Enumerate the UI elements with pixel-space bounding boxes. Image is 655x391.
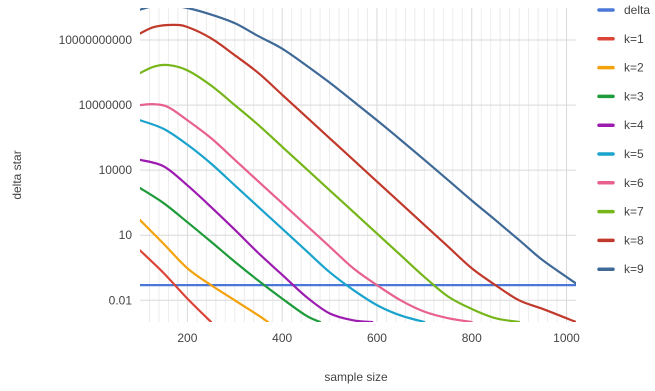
legend-item: k=6 xyxy=(597,176,644,190)
legend-item: k=3 xyxy=(597,89,644,103)
y-tick-label: 10000000 xyxy=(79,98,133,112)
legend-label: k=2 xyxy=(624,61,644,75)
legend: delta k=1 k=2 k=3 k=4 k=5 k=6 k=7 k=8 k=9 xyxy=(597,3,650,276)
legend-item: k=7 xyxy=(597,205,644,219)
series-line-k9 xyxy=(140,8,576,285)
legend-item: delta xyxy=(597,3,650,17)
legend-item: k=5 xyxy=(597,147,644,161)
y-tick-label: 10000000000 xyxy=(59,33,133,47)
legend-label: k=9 xyxy=(624,262,644,276)
x-tick-label: 800 xyxy=(462,331,482,345)
legend-item: k=2 xyxy=(597,61,644,75)
legend-label: k=5 xyxy=(624,147,644,161)
x-axis-ticks: 200 400 600 800 1000 xyxy=(177,331,580,345)
grid xyxy=(140,8,576,322)
y-axis-title: delta star xyxy=(10,150,24,199)
series-line-k4 xyxy=(140,158,374,322)
y-tick-label: 0.01 xyxy=(109,293,133,307)
series-line-k6 xyxy=(140,103,473,322)
y-tick-label: 10 xyxy=(119,228,133,242)
series-line-k8 xyxy=(140,23,576,322)
y-axis-ticks: 0.01 10 10000 10000000 10000000000 xyxy=(59,33,133,307)
legend-label: k=8 xyxy=(624,233,644,247)
x-tick-label: 1000 xyxy=(553,331,580,345)
legend-item: k=1 xyxy=(597,32,644,46)
series-line-k1 xyxy=(140,249,213,322)
series-line-k5 xyxy=(140,119,426,322)
series-line-k2 xyxy=(140,218,270,322)
x-tick-label: 200 xyxy=(177,331,197,345)
y-tick-label: 10000 xyxy=(99,163,133,177)
series-line-k7 xyxy=(140,63,521,322)
legend-item: k=4 xyxy=(597,118,644,132)
legend-item: k=8 xyxy=(597,233,644,247)
legend-label: delta xyxy=(624,3,650,17)
x-tick-label: 600 xyxy=(367,331,387,345)
series-line-k3 xyxy=(140,186,322,322)
legend-label: k=4 xyxy=(624,118,644,132)
legend-label: k=3 xyxy=(624,89,644,103)
series-lines xyxy=(140,8,576,322)
legend-label: k=7 xyxy=(624,205,644,219)
legend-label: k=1 xyxy=(624,32,644,46)
legend-label: k=6 xyxy=(624,176,644,190)
legend-item: k=9 xyxy=(597,262,644,276)
x-axis-title: sample size xyxy=(324,370,388,384)
x-tick-label: 400 xyxy=(272,331,292,345)
